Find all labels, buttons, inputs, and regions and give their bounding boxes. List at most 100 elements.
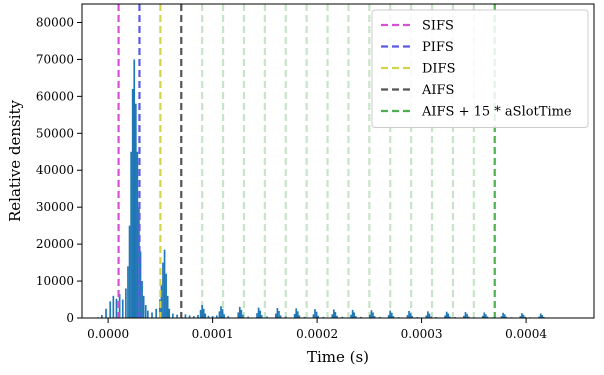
x-tick-label: 0.0004 [505,327,547,341]
legend-label: PIFS [422,40,454,55]
y-tick-label: 40000 [36,163,74,177]
histogram-bar [332,309,335,318]
histogram-bar [463,315,465,318]
histogram-bar [130,151,132,318]
histogram-bar [295,308,298,318]
histogram-bar [207,315,210,318]
histogram-bar [521,313,523,318]
histogram-bar [430,316,432,318]
y-tick-label: 80000 [36,15,74,29]
histogram-bar [238,306,241,318]
histogram-bar [284,316,287,318]
histogram-bar [486,316,489,318]
histogram-bar [105,308,107,318]
histogram-bar [221,309,224,318]
histogram-bar [331,314,334,318]
histogram-bar [199,309,202,318]
histogram-bar [315,311,318,318]
x-axis-ticks: 0.0000 0.0001 0.0002 0.0003 0.0004 [87,318,547,341]
histogram-bar [406,315,409,318]
histogram-bar [538,316,540,318]
histogram-bar [155,308,158,318]
histogram-bar [125,288,127,318]
histogram-bar [467,316,470,318]
histogram-bar [322,316,325,318]
histogram-bar [202,308,205,318]
x-tick-label: 0.0003 [401,327,443,341]
histogram-bar [144,305,147,318]
histogram-bar [162,262,164,318]
histogram-bar [141,281,143,318]
y-tick-label: 30000 [36,200,74,214]
histogram-bar [334,312,337,318]
histogram-bar [372,312,374,318]
y-axis-ticks: 0 10000 20000 30000 40000 50000 60000 70000 8000… [36,15,82,325]
histogram-bar [298,315,301,318]
histogram-bar [259,310,261,318]
histogram-bar [266,316,268,318]
histogram-bar [136,151,139,318]
legend-label: AIFS + 15 * aSlotTime [421,105,572,120]
histogram-bar [166,295,169,318]
histogram-bar [524,316,526,318]
histogram-bar [159,299,161,318]
histogram-bar [392,316,395,318]
y-tick-label: 0 [66,311,74,325]
histogram-bar [500,316,503,318]
histogram-bar [303,316,306,318]
histogram-bar [464,312,467,318]
histogram-bar [425,315,428,318]
histogram-bar [101,315,103,318]
histogram-bar [408,310,410,318]
histogram-bar [278,310,280,318]
legend-label: AIFS [421,83,454,98]
histogram-bar [293,313,296,318]
x-tick-label: 0.0001 [192,327,234,341]
histogram-bar [188,315,191,318]
histogram-bar [481,315,484,318]
histogram-bar [146,310,149,318]
histogram-bar [168,308,171,318]
histogram-bar [121,299,124,318]
histogram-bar [409,313,412,318]
histogram-bar [163,249,166,318]
histogram-bar [466,313,468,318]
y-tick-label: 10000 [36,274,74,288]
legend: SIFS PIFS DIFS AIFS AIFS + 15 * aSlotTime [371,9,589,128]
histogram-bar [378,316,381,318]
y-tick-label: 20000 [36,237,74,251]
histogram-bar [543,316,545,318]
histogram-bar [142,295,145,318]
histogram-bar [336,315,338,318]
histogram-bar [197,315,199,318]
histogram-bar [257,307,260,318]
histogram-bar [369,314,371,318]
histogram-bar [240,309,243,318]
histogram-bar [353,312,356,318]
histogram-bar [485,314,487,318]
histogram-bar [502,312,504,318]
histogram-bar [276,308,279,318]
slot-lines [201,4,475,318]
histogram-bar [247,316,249,318]
histogram-bar [218,311,221,318]
histogram-bar [215,315,218,318]
histogram-bar [184,314,187,318]
histogram-bar [109,301,112,318]
histogram-bar [448,316,451,318]
histogram-bar [204,313,207,318]
legend-label: SIFS [422,19,454,34]
histogram-bar [223,314,225,318]
histogram-bar [131,88,134,318]
histogram-bar [351,309,354,318]
histogram-bar [539,313,542,318]
histogram-bar [522,314,525,318]
plot-frame [81,3,595,319]
histogram-bar [242,314,244,318]
histogram-bar [256,313,258,318]
histogram-bar [341,316,344,318]
histogram-bar [483,312,486,318]
histogram-bar [387,315,390,318]
histogram-bar [541,315,544,318]
